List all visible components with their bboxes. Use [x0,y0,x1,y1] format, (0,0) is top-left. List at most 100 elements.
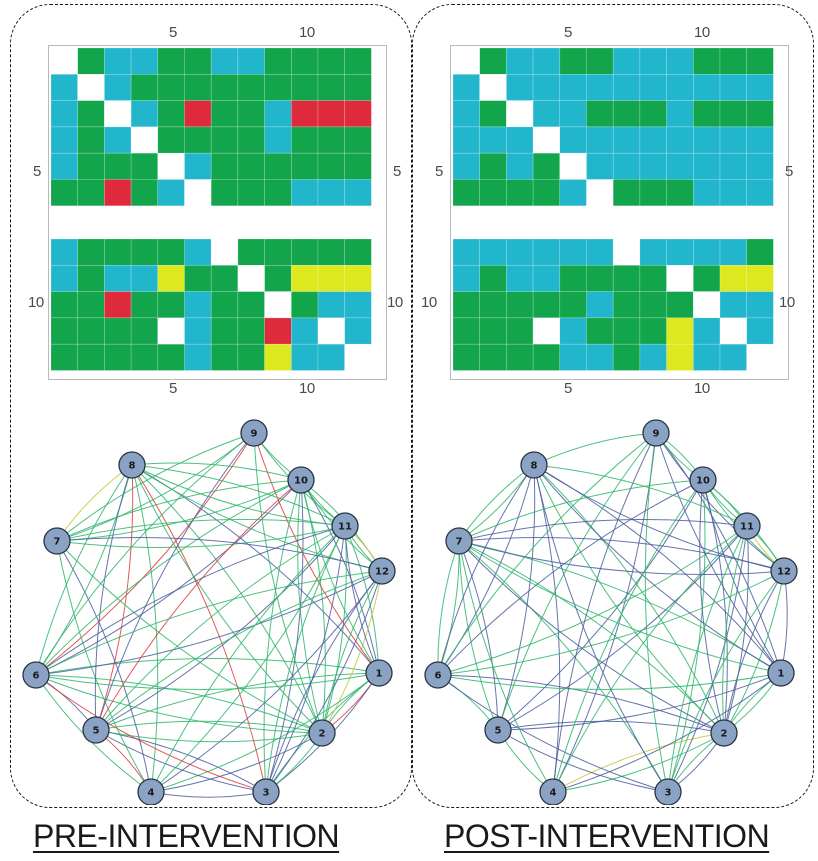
post-cell-r9-c10 [693,291,721,319]
pre-cell-r9-c6 [184,291,212,319]
post-cell-r1-c12 [746,47,774,75]
pre-edge-12-3 [265,570,383,793]
pre-cell-r5-c10 [291,152,319,180]
pre-edge-1-6 [35,658,380,676]
post-node-7: 7 [445,527,473,555]
post-edge-1-12 [780,570,788,674]
pre-edge-8-5 [94,464,133,731]
post-cell-r3-c5 [559,100,587,128]
post-cell-r6-c7 [612,179,641,207]
pre-cell-r1-c8 [237,47,265,75]
post-node-circle-12 [770,557,798,585]
pre-cell-r11-c8 [237,343,265,371]
post-cell-r5-c10 [693,152,721,180]
post-cell-r4-c3 [506,126,534,154]
post-cell-r9-c7 [612,291,641,319]
pre-cell-r7-c2 [77,238,105,266]
post-bottom-tick-5: 5 [564,380,572,397]
pre-node-label-1: 1 [376,669,383,680]
pre-cell-r4-c4 [130,126,159,154]
pre-cell-r11-c1 [50,343,79,371]
pre-cell-r7-c8 [237,238,265,266]
pre-cell-r8-c9 [264,265,292,292]
post-cell-r3-c2 [479,100,507,128]
pre-cell-r2-c8 [237,73,265,101]
post-cell-r7-c9 [666,238,694,266]
post-cell-r1-c2 [479,47,507,75]
post-edge-8-2 [533,464,725,734]
pre-edge-10-7 [56,479,302,542]
post-cell-r1-c7 [612,47,641,75]
post-edge-5-8 [497,464,536,731]
post-edge-6-12 [437,570,785,676]
post-cell-r11-c5 [559,343,587,371]
pre-cell-r3-c6 [184,100,212,128]
pre-edge-9-2 [253,432,323,734]
post-cell-r1-c1 [452,47,481,75]
post-top-tick-10: 10 [694,24,710,41]
pre-cell-r8-c5 [157,265,185,292]
pre-bottom-tick-10: 10 [299,380,315,397]
pre-cell-r8-c2 [77,265,105,292]
post-cell-r10-c12 [746,317,774,345]
post-cell-r2-c3 [506,73,534,101]
post-edge-6-3 [437,674,669,793]
pre-cell-r2-c3 [104,73,132,101]
pre-node-7: 7 [43,527,71,555]
post-cell-r8-c4 [532,265,561,292]
post-cell-r6-c11 [719,179,748,207]
pre-edge-6-12 [35,570,383,676]
pre-node-circle-10 [287,466,315,494]
pre-node-circle-7 [43,527,71,555]
post-edge-4-1 [552,672,782,793]
post-node-label-12: 12 [777,567,791,578]
pre-edge-8-2 [131,464,323,734]
pre-cell-r1-c5 [157,47,185,75]
post-matrix-grid [452,47,774,371]
pre-cell-r7-c3 [104,238,132,266]
pre-cell-r6-c9 [264,179,292,207]
pre-edge-6-10 [35,479,302,676]
post-edge-10-7 [458,479,704,542]
pre-cell-r4-c1 [50,126,79,154]
pre-edge-3-12 [265,570,383,793]
post-cell-r2-c8 [639,73,667,101]
post-cell-r2-c9 [666,73,694,101]
post-cell-r10-c6 [586,317,614,345]
pre-node-label-4: 4 [148,788,155,799]
pre-cell-r11-c9 [264,343,292,371]
pre-cell-r10-c1 [50,317,79,345]
post-node-8: 8 [520,451,548,479]
pre-cell-r8-c6 [184,265,212,292]
pre-node-circle-8 [118,451,146,479]
post-top-tick-5: 5 [564,24,572,41]
pre-node-9: 9 [240,419,268,447]
post-cell-r3-c7 [612,100,641,128]
post-node-label-2: 2 [721,729,728,740]
pre-cell-r9-c2 [77,291,105,319]
post-node-5: 5 [484,716,512,744]
post-edge-5-10 [497,479,704,731]
post-cell-r4-c2 [479,126,507,154]
pre-edge-6-2 [35,674,323,734]
post-cell-r3-c1 [452,100,481,128]
post-cell-r7-c7 [612,238,641,266]
pre-cell-r9-c8 [237,291,265,319]
post-cell-r10-c9 [666,317,694,345]
post-edge-1-9 [655,432,782,674]
post-cell-r11-c10 [693,343,721,371]
pre-cell-r9-c4 [130,291,159,319]
post-edge-9-1 [655,432,782,674]
post-cell-r11-c1 [452,343,481,371]
pre-edge-9-6 [35,432,255,676]
post-cell-r7-c8 [639,238,667,266]
post-edge-2-6 [437,674,725,734]
post-cell-r10-c2 [479,317,507,345]
pre-node-12: 12 [368,557,396,585]
post-cell-r1-c8 [639,47,667,75]
pre-edges [35,432,383,798]
post-cell-r2-c11 [719,73,748,101]
pre-edge-10-2 [297,479,323,734]
post-edge-12-2 [723,570,785,734]
